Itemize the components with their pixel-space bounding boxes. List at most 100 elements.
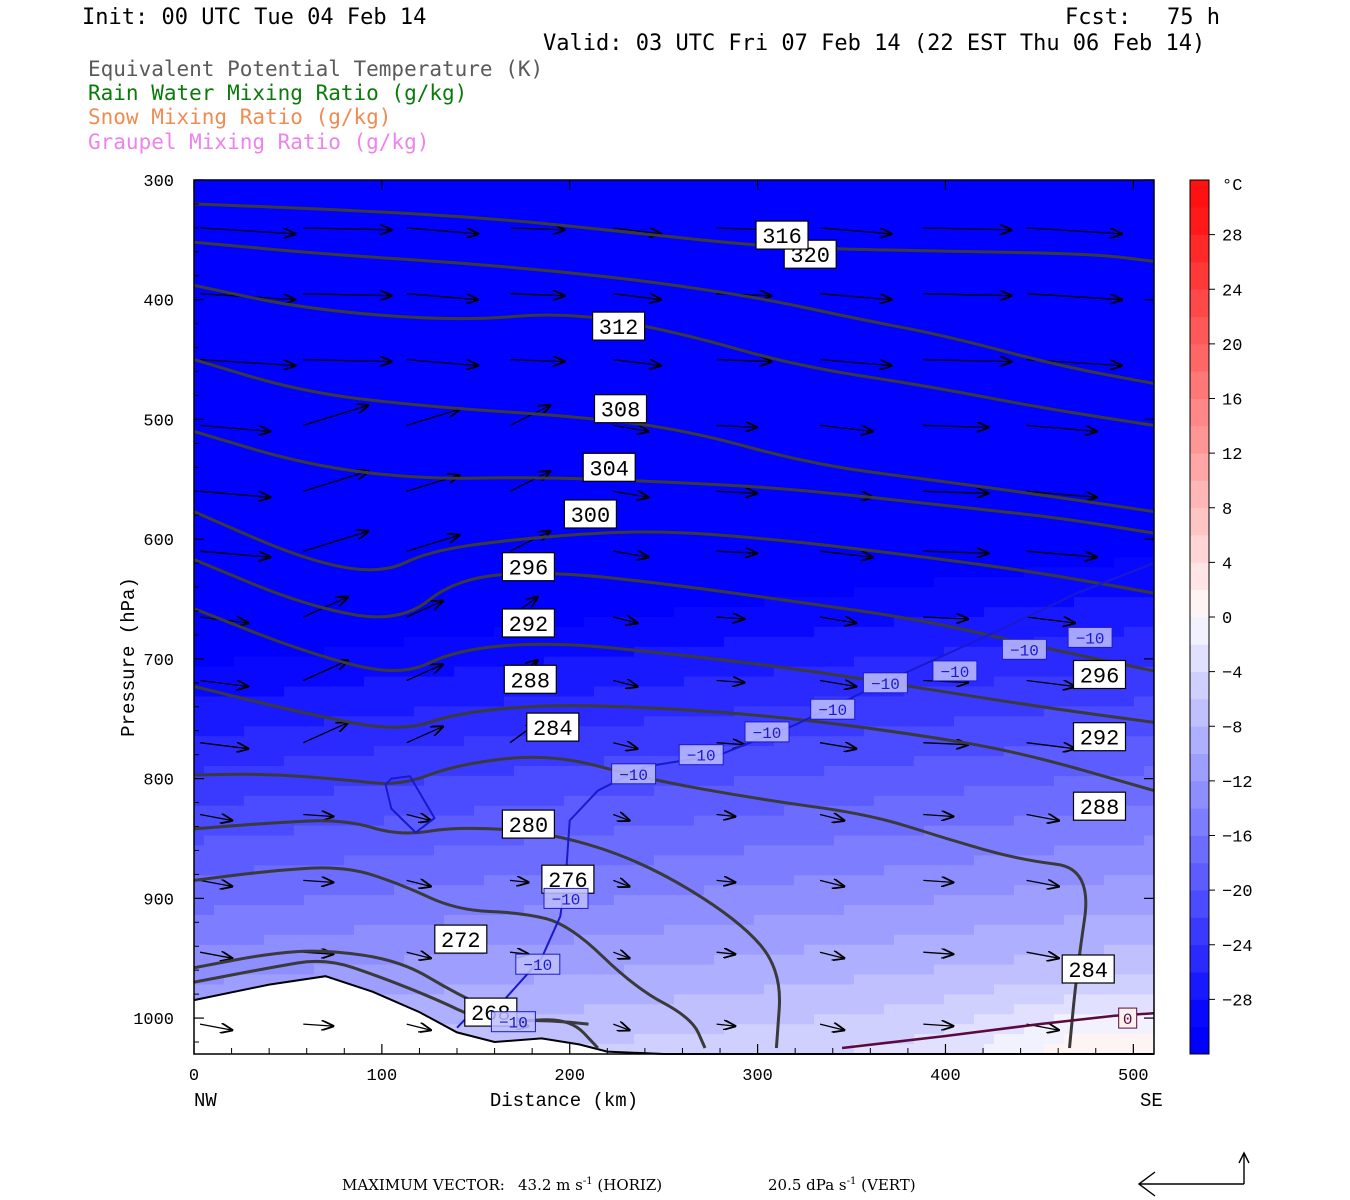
shade-cell	[204, 775, 215, 787]
shade-cell	[674, 348, 685, 360]
shade-cell	[354, 517, 365, 529]
shade-cell	[644, 189, 655, 201]
shade-cell	[394, 478, 405, 489]
shade-cell	[594, 666, 605, 678]
shade-cell	[434, 736, 445, 747]
shade-cell	[254, 507, 265, 519]
shade-cell	[694, 547, 705, 558]
shade-cell	[604, 895, 615, 906]
shade-cell	[644, 934, 655, 946]
shade-cell	[724, 924, 735, 936]
shade-cell	[664, 964, 675, 976]
shade-cell	[734, 706, 745, 717]
shade-cell	[504, 895, 515, 906]
shade-cell	[524, 279, 535, 290]
shade-cell	[654, 1014, 665, 1025]
shade-cell	[284, 259, 295, 270]
shade-cell	[444, 835, 455, 846]
shade-cell	[424, 746, 435, 757]
shade-cell	[734, 458, 745, 469]
shade-cell	[464, 309, 475, 320]
shade-cell	[264, 428, 275, 439]
shade-cell	[494, 448, 505, 459]
shade-cell	[524, 319, 535, 330]
shade-cell	[374, 885, 385, 896]
shade-cell	[714, 229, 725, 241]
shade-cell	[664, 835, 675, 846]
shade-cell	[454, 309, 465, 320]
shade-cell	[674, 398, 685, 409]
shade-cell	[284, 835, 295, 846]
shade-cell	[294, 408, 305, 419]
shade-cell	[694, 835, 705, 846]
shade-cell	[384, 299, 395, 310]
shade-cell	[324, 875, 335, 886]
shade-cell	[324, 954, 335, 966]
shade-cell	[574, 964, 585, 976]
shade-cell	[584, 259, 595, 270]
shade-cell	[554, 944, 565, 956]
shade-cell	[454, 279, 465, 290]
shade-cell	[604, 756, 615, 767]
shade-cell	[354, 577, 365, 588]
shade-cell	[354, 825, 365, 837]
shade-cell	[284, 199, 295, 211]
shade-cell	[274, 617, 285, 628]
shade-cell	[214, 617, 225, 628]
shade-cell	[664, 319, 675, 330]
shade-cell	[634, 348, 645, 360]
shade-cell	[224, 209, 235, 221]
shade-cell	[564, 269, 575, 280]
shade-cell	[264, 209, 275, 221]
shade-cell	[454, 597, 465, 608]
shade-cell	[314, 398, 325, 409]
shade-cell	[634, 815, 645, 827]
shade-cell	[504, 458, 515, 469]
shade-cell	[434, 487, 445, 499]
shade-cell	[424, 676, 435, 688]
shade-cell	[724, 209, 735, 221]
shade-cell	[654, 795, 665, 807]
shade-cell	[614, 994, 625, 1005]
shade-cell	[694, 766, 705, 777]
shade-cell	[674, 597, 685, 608]
shade-cell	[374, 279, 385, 290]
shade-cell	[374, 567, 385, 578]
shade-cell	[244, 706, 255, 717]
shade-cell	[314, 756, 325, 767]
shade-cell	[214, 378, 225, 390]
shade-cell	[584, 964, 595, 976]
shade-cell	[384, 358, 395, 370]
shade-cell	[484, 289, 495, 300]
shade-cell	[614, 199, 625, 211]
shade-cell	[684, 617, 695, 628]
shade-cell	[294, 199, 305, 211]
shade-cell	[714, 378, 725, 390]
shade-cell	[194, 239, 205, 251]
shade-cell	[634, 885, 645, 896]
shade-cell	[754, 775, 765, 787]
shade-cell	[364, 408, 375, 419]
shade-cell	[344, 557, 355, 568]
forecast-hour-value: 75 h	[1167, 5, 1220, 30]
shade-cell	[284, 696, 295, 707]
shade-cell	[224, 329, 235, 340]
shade-cell	[344, 964, 355, 976]
shade-cell	[404, 408, 415, 419]
shade-cell	[334, 497, 345, 509]
shade-cell	[274, 815, 285, 827]
shade-cell	[364, 358, 375, 370]
shade-cell	[724, 507, 735, 519]
shade-cell	[234, 696, 245, 707]
shade-cell	[694, 805, 705, 817]
shade-cell	[554, 537, 565, 548]
shade-cell	[224, 507, 235, 519]
shade-cell	[704, 666, 715, 678]
shade-cell	[434, 229, 445, 241]
shade-cell	[444, 398, 455, 409]
shade-cell	[264, 507, 275, 519]
shade-cell	[594, 676, 605, 688]
shade-cell	[524, 239, 535, 251]
shade-cell	[584, 835, 595, 846]
shade-cell	[294, 845, 305, 856]
